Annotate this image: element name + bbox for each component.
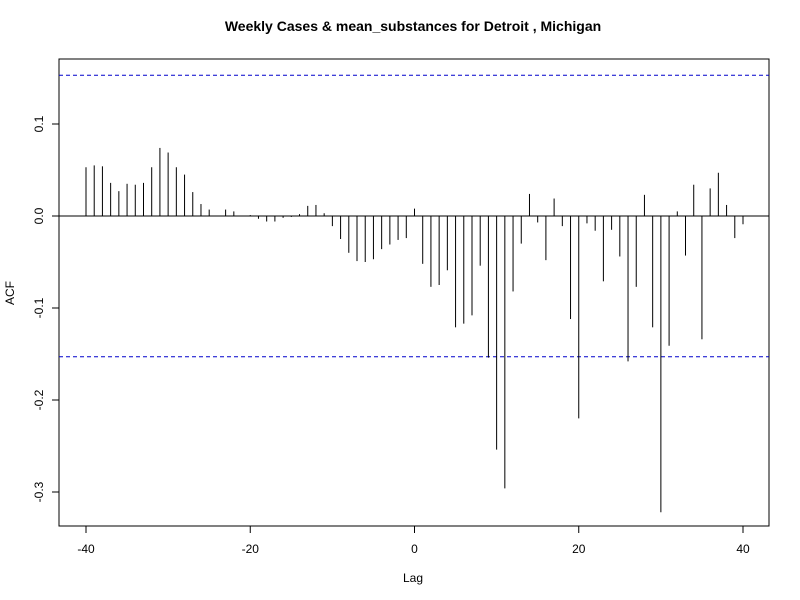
x-axis-label: Lag: [403, 571, 423, 585]
y-tick-label: -0.1: [32, 297, 46, 318]
y-tick-label: 0.1: [32, 115, 46, 132]
y-tick-label: -0.2: [32, 389, 46, 410]
plot-frame: [58, 58, 770, 527]
y-axis: -0.3 -0.2 -0.1 0.0 0.1: [32, 115, 59, 502]
confidence-bands: [59, 74, 769, 358]
y-axis-label: ACF: [3, 281, 17, 305]
x-tick-label: 0: [411, 542, 418, 556]
chart-title: Weekly Cases & mean_substances for Detro…: [225, 18, 601, 34]
x-tick-label: 40: [736, 542, 750, 556]
acf-bars: [85, 147, 744, 513]
x-tick-label: -20: [242, 542, 260, 556]
x-tick-label: -40: [77, 542, 95, 556]
y-tick-label: -0.3: [32, 481, 46, 502]
x-axis: -40 -20 0 20 40: [77, 526, 750, 556]
y-tick-label: 0.0: [32, 207, 46, 224]
x-tick-label: 20: [572, 542, 586, 556]
